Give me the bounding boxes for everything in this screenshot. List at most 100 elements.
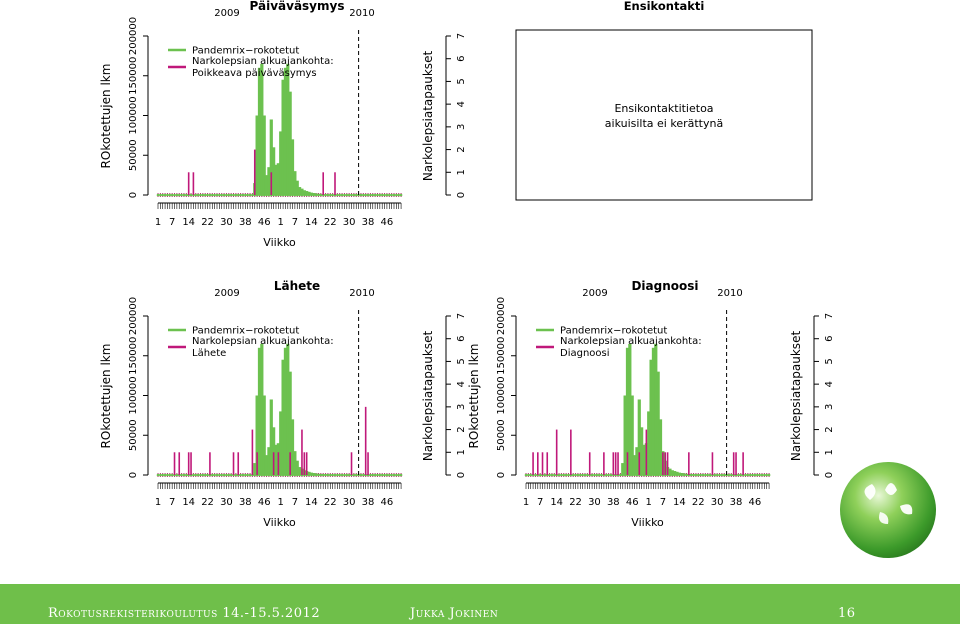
vaccinated-bar (684, 473, 689, 475)
vaccinated-bar (307, 471, 311, 475)
x-tick-label: 46 (258, 497, 271, 508)
y-tick-label: 0 (128, 192, 139, 198)
vaccinated-baseline-dot (385, 473, 389, 477)
x-tick-label: 22 (201, 497, 214, 508)
vaccinated-baseline-dot (704, 473, 707, 477)
vaccinated-baseline-dot (236, 193, 240, 197)
y-tick-label: 100000 (128, 376, 139, 414)
legend-label-cases-type: Lähete (192, 348, 226, 359)
x-tick-label: 1 (155, 497, 161, 508)
vaccinated-baseline-dot (378, 473, 382, 477)
vaccinated-baseline-dot (222, 473, 226, 477)
vaccinated-bar (295, 460, 299, 475)
vaccinated-bar (295, 180, 299, 195)
vaccinated-baseline-dot (345, 193, 349, 197)
vaccinated-baseline-dot (170, 193, 174, 197)
vaccinated-baseline-dot (760, 473, 764, 477)
x-tick-label: 38 (362, 217, 375, 228)
x-tick-label: 22 (324, 217, 337, 228)
vaccinated-baseline-dot (222, 193, 226, 197)
x-tick-label: 7 (169, 497, 175, 508)
y-axis-label: ROkotettujen lkm (467, 344, 481, 449)
footer-bar (0, 584, 960, 624)
vaccinated-bar (255, 115, 259, 195)
vaccinated-bar (632, 455, 637, 475)
vaccinated-bar (328, 474, 332, 476)
vaccinated-bar (316, 193, 321, 195)
vaccinated-baseline-dot (340, 473, 344, 477)
vaccinated-baseline-dot (161, 193, 165, 197)
vaccinated-baseline-dot (744, 473, 747, 477)
y2-tick-label: 4 (456, 381, 467, 387)
vaccinated-bar (293, 171, 297, 195)
vaccinated-bar (696, 474, 700, 476)
x-tick-label: 14 (673, 497, 686, 508)
vaccinated-bar (328, 194, 332, 196)
vaccinated-bar (260, 63, 264, 196)
vaccinated-baseline-dot (395, 473, 398, 477)
vaccinated-bar (279, 411, 283, 475)
vaccinated-bar (281, 79, 285, 195)
vaccinated-baseline-dot (751, 473, 754, 477)
vaccinated-baseline-dot (553, 473, 556, 477)
vaccinated-bar (625, 347, 630, 475)
legend-label-vaccinated: Pandemrix−rokotetut (192, 46, 299, 57)
vaccinated-baseline-dot (529, 473, 533, 477)
vaccinated-bar (302, 190, 306, 195)
vaccinated-bar (623, 395, 627, 475)
vaccinated-baseline-dot (352, 193, 356, 197)
vaccinated-baseline-dot (586, 473, 589, 477)
vaccinated-bar (326, 474, 330, 475)
x-tick-label: 1 (646, 497, 652, 508)
vaccinated-baseline-dot (185, 473, 188, 477)
x-tick-label: 38 (607, 497, 620, 508)
y2-tick-label: 7 (456, 33, 467, 39)
x-tick-label: 7 (292, 497, 298, 508)
vaccinated-baseline-dot (720, 473, 724, 477)
vaccinated-baseline-dot (189, 193, 193, 197)
vaccinated-bar (274, 164, 278, 195)
vaccinated-baseline-dot (359, 473, 363, 477)
vaccinated-bar (621, 463, 625, 475)
vaccinated-bar (264, 455, 269, 475)
vaccinated-baseline-dot (163, 473, 167, 477)
vaccinated-baseline-dot (343, 473, 346, 477)
vaccinated-baseline-dot (175, 473, 179, 477)
vaccinated-bar (323, 194, 328, 195)
vaccinated-baseline-dot (213, 193, 216, 197)
vaccinated-baseline-dot (395, 193, 398, 197)
vaccinated-bar (656, 371, 660, 475)
x-tick-label: 22 (692, 497, 705, 508)
vaccinated-baseline-dot (576, 473, 580, 477)
legend-label-cases-type: Poikkeava päiväväsymys (192, 68, 317, 79)
vaccinated-bar (257, 347, 262, 475)
vaccinated-bar (279, 131, 283, 195)
vaccinated-bar (637, 399, 641, 475)
vaccinated-baseline-dot (371, 193, 375, 197)
vaccinated-baseline-dot (548, 473, 551, 477)
vaccinated-baseline-dot (366, 193, 370, 197)
x-tick-label: 14 (305, 497, 318, 508)
vaccinated-baseline-dot (708, 473, 712, 477)
vaccinated-baseline-dot (343, 193, 346, 197)
vaccinated-baseline-dot (758, 473, 761, 477)
vaccinated-baseline-dot (765, 473, 769, 477)
vaccinated-baseline-dot (369, 193, 372, 197)
vaccinated-baseline-dot (220, 193, 224, 197)
vaccinated-baseline-dot (246, 473, 249, 477)
vaccinated-bar (321, 474, 325, 475)
vaccinated-bar (668, 468, 672, 475)
chart-title: Päiväväsymys (250, 0, 345, 13)
vaccinated-baseline-dot (562, 473, 566, 477)
vaccinated-baseline-dot (239, 473, 242, 477)
vaccinated-baseline-dot (560, 473, 563, 477)
x-tick-label: 14 (550, 497, 563, 508)
sphere-icon (840, 462, 936, 558)
vaccinated-baseline-dot (376, 193, 379, 197)
vaccinated-baseline-dot (345, 473, 349, 477)
x-tick-label: 30 (220, 217, 233, 228)
vaccinated-baseline-dot (376, 473, 379, 477)
y2-tick-label: 0 (456, 472, 467, 478)
